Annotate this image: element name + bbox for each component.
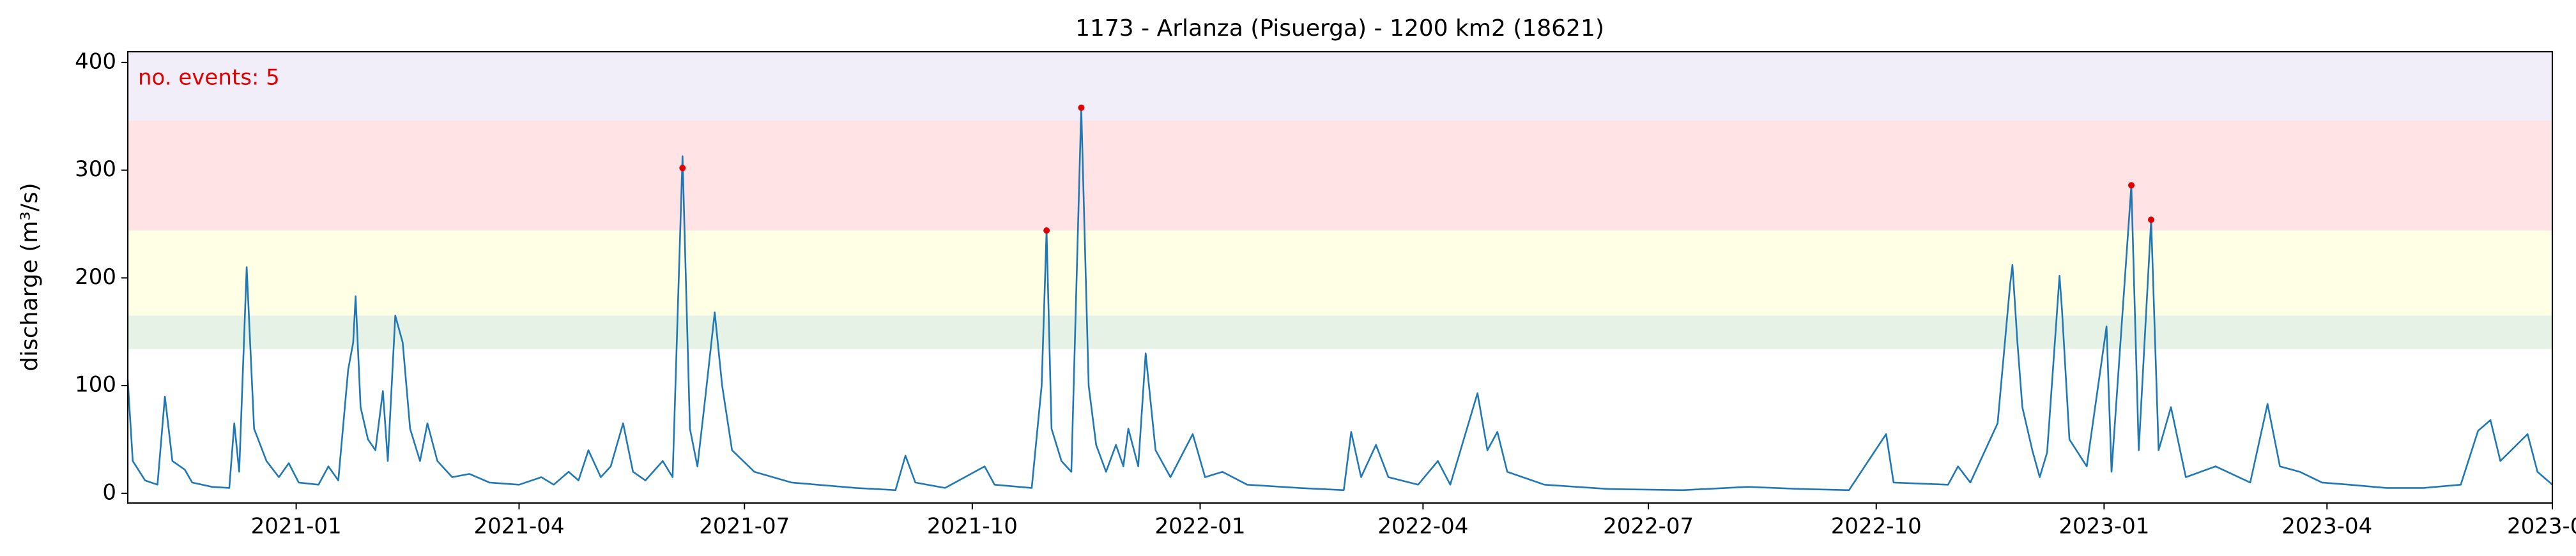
y-tick-label: 200	[75, 264, 116, 290]
x-tick-label: 2022-10	[1831, 514, 1922, 539]
threshold-band	[128, 120, 2552, 231]
threshold-band	[128, 315, 2552, 349]
x-tick-label: 2022-01	[1154, 514, 1245, 539]
x-tick-label: 2021-07	[699, 514, 790, 539]
y-axis-label: discharge (m³/s)	[17, 183, 43, 371]
annotation: no. events: 5	[138, 65, 280, 91]
event-point	[1043, 227, 1050, 234]
threshold-band	[128, 52, 2552, 121]
y-tick-label: 300	[75, 156, 116, 182]
threshold-band	[128, 230, 2552, 316]
x-tick-label: 2021-10	[927, 514, 1018, 539]
x-tick-label: 2022-07	[1603, 514, 1694, 539]
discharge-line	[126, 107, 2553, 492]
event-point	[679, 165, 686, 172]
chart-title: 1173 - Arlanza (Pisuerga) - 1200 km2 (18…	[1075, 15, 1604, 41]
x-tick-label: 2021-04	[473, 514, 564, 539]
y-tick-label: 400	[75, 49, 116, 74]
y-tick-label: 0	[102, 479, 116, 505]
x-tick-label: 2023-07	[2507, 514, 2576, 539]
event-point	[2148, 216, 2155, 223]
y-tick-label: 100	[75, 372, 116, 398]
x-tick-label: 2022-04	[1377, 514, 1468, 539]
x-tick-label: 2023-01	[2058, 514, 2149, 539]
plot-frame	[126, 50, 2554, 504]
x-tick-label: 2021-01	[251, 514, 342, 539]
event-point	[1078, 104, 1085, 111]
event-point	[2128, 182, 2135, 189]
x-tick-label: 2023-04	[2281, 514, 2372, 539]
